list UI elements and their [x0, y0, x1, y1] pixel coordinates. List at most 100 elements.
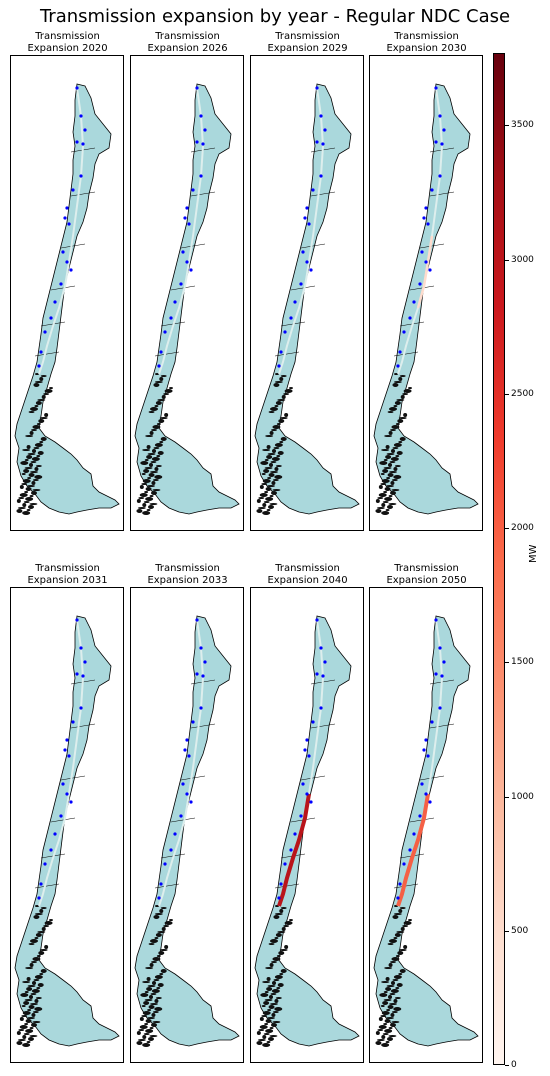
map-svg: [254, 615, 360, 1047]
map-panel-2030: [369, 55, 483, 531]
panel-title-2029: Transmission Expansion 2029: [250, 31, 365, 55]
node-marker: [398, 882, 402, 886]
panel-title-2050: Transmission Expansion 2050: [369, 563, 484, 587]
node-marker: [185, 738, 189, 742]
country-outline: [373, 615, 479, 1047]
node-marker: [293, 832, 297, 836]
node-marker: [43, 330, 47, 334]
colorbar: [493, 53, 505, 1065]
node-marker: [315, 86, 319, 90]
country-outline: [254, 83, 360, 515]
node-marker: [279, 882, 283, 886]
node-marker: [442, 128, 446, 132]
node-marker: [428, 800, 432, 804]
node-marker: [53, 300, 57, 304]
chart-title: Transmission expansion by year - Regular…: [39, 6, 511, 27]
southern-archipelago: [375, 905, 412, 1047]
map-panel-2029: [250, 55, 364, 531]
node-marker: [173, 832, 177, 836]
node-marker: [303, 748, 307, 752]
node-marker: [199, 706, 203, 710]
node-marker: [199, 114, 203, 118]
panel-title-line2: Expansion 2026: [147, 43, 228, 54]
node-marker: [71, 188, 75, 192]
node-marker: [81, 674, 85, 678]
colorbar-unit-label: MW: [528, 544, 539, 563]
country-outline: [14, 615, 120, 1047]
node-marker: [283, 330, 287, 334]
node-marker: [201, 142, 205, 146]
node-marker: [173, 300, 177, 304]
node-marker: [319, 114, 323, 118]
map-panel-2026: [130, 55, 244, 531]
node-marker: [315, 672, 319, 676]
region-boundary: [50, 285, 76, 291]
node-marker: [61, 782, 65, 786]
map-panel-2031: [10, 587, 124, 1063]
map-panel-2050: [369, 587, 483, 1063]
node-marker: [159, 350, 163, 354]
region-boundary: [50, 817, 76, 823]
region-boundary: [190, 191, 216, 197]
colorbar-tick: [505, 393, 509, 395]
country-outline: [134, 615, 240, 1047]
node-marker: [309, 268, 313, 272]
map-svg: [134, 83, 240, 515]
panel-title-line2: Expansion 2020: [27, 43, 108, 54]
panel-title-line1: Transmission: [35, 563, 100, 574]
node-marker: [39, 350, 43, 354]
region-boundary: [409, 285, 435, 291]
node-marker: [319, 646, 323, 650]
node-marker: [79, 114, 83, 118]
node-marker: [289, 848, 293, 852]
region-boundary: [170, 817, 196, 823]
map-panel-2020: [10, 55, 124, 531]
node-marker: [299, 282, 303, 286]
southern-archipelago: [136, 905, 173, 1047]
node-marker: [422, 748, 426, 752]
expansion-line-2040: [277, 793, 311, 907]
node-marker: [309, 800, 313, 804]
node-marker: [283, 862, 287, 866]
node-marker: [157, 896, 161, 900]
node-marker: [323, 128, 327, 132]
colorbar-tick-label: 3500: [511, 120, 534, 131]
region-boundary: [70, 191, 96, 197]
node-marker: [277, 896, 281, 900]
node-marker: [420, 250, 424, 254]
node-marker: [181, 250, 185, 254]
node-marker: [37, 896, 41, 900]
node-marker: [438, 706, 442, 710]
region-boundary: [429, 723, 455, 729]
colorbar-tick: [505, 528, 509, 530]
region-boundary: [60, 243, 86, 249]
region-boundary: [419, 775, 445, 781]
node-marker: [183, 216, 187, 220]
node-marker: [43, 862, 47, 866]
panel-title-line2: Expansion 2029: [267, 43, 348, 54]
node-marker: [59, 282, 63, 286]
node-marker: [396, 364, 400, 368]
node-marker: [315, 140, 319, 144]
panel-title-line2: Expansion 2050: [386, 575, 467, 586]
region-boundary: [190, 723, 216, 729]
node-marker: [65, 206, 69, 210]
region-boundary: [310, 723, 336, 729]
node-marker: [438, 174, 442, 178]
transmission-lines: [158, 87, 205, 375]
node-marker: [187, 222, 191, 226]
panel-title-line1: Transmission: [394, 563, 459, 574]
node-marker: [420, 782, 424, 786]
region-boundary: [34, 883, 60, 889]
node-marker: [169, 848, 173, 852]
node-marker: [67, 754, 71, 758]
panel-title-line2: Expansion 2040: [267, 575, 348, 586]
node-marker: [311, 188, 315, 192]
node-marker: [315, 618, 319, 622]
southern-archipelago: [16, 905, 53, 1047]
map-svg: [254, 83, 360, 515]
panel-title-2020: Transmission Expansion 2020: [10, 31, 125, 55]
node-marker: [430, 188, 434, 192]
node-marker: [396, 896, 400, 900]
panel-title-2026: Transmission Expansion 2026: [130, 31, 245, 55]
